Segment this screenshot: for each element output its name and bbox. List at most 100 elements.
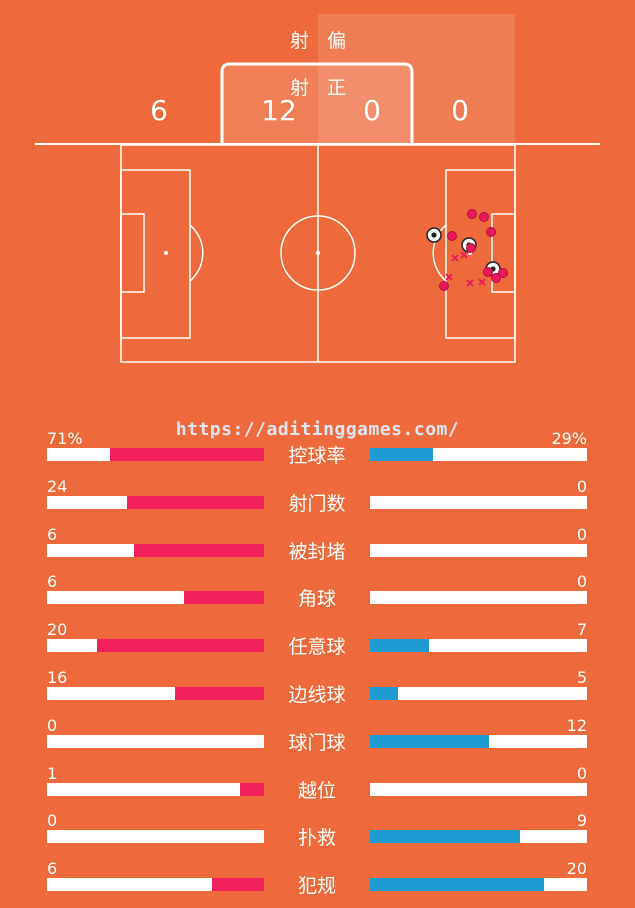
away-stat-value: 12 [566,715,587,735]
away-stat-bar [370,591,587,605]
off-target-zone [318,14,515,144]
home-stat-value: 6 [47,859,58,879]
goal-frame [220,62,414,144]
home-stat-bar [47,591,264,605]
stat-row: 0 9 扑救 [0,812,635,860]
home-stat-bar [47,639,264,653]
home-stat-value: 24 [47,476,68,496]
stat-row: 20 7 任意球 [0,621,635,669]
home-stat-fill [109,448,264,461]
home-stat-value: 1 [47,763,58,783]
away-stat-value: 0 [576,572,587,592]
home-stat-value: 0 [47,811,58,831]
home-stat-value: 16 [47,668,68,687]
stat-row: 24 0 射门数 [0,476,635,526]
penalty-spot-left [164,251,168,255]
shot-dot [467,209,477,219]
stat-label: 犯规 [297,875,336,898]
shot-cross [460,251,468,259]
home-stat-fill [133,543,264,557]
home-stat-fill [240,782,264,796]
away-stat-value: 7 [576,620,587,640]
home-stat-value: 20 [47,620,68,640]
stat-label: 控球率 [288,445,346,467]
home-stat-bar [47,734,264,748]
stat-row: 6 20 犯规 [0,860,635,908]
away-stat-value: 0 [576,476,587,496]
stat-label: 射门数 [288,492,346,515]
away-stat-fill [370,639,429,653]
stat-row: 0 12 球门球 [0,715,635,765]
pitch-graphic [35,14,600,363]
away-stat-value: 20 [566,859,587,879]
home-stat-bar [47,782,264,796]
stat-row: 6 0 被封堵 [0,524,635,574]
away-stat-bar [370,830,587,844]
home-stat-value: 71% [47,429,83,448]
away-on-target-count: 0 [363,94,381,127]
ball-patch [431,232,437,238]
home-stat-fill [183,591,264,605]
home-stat-value: 6 [47,524,58,544]
away-stat-fill [370,830,520,844]
shot-dot [498,268,508,278]
home-stat-bar [47,448,264,461]
shot-cross [445,273,453,281]
stat-label: 角球 [297,588,336,611]
away-stat-fill [370,734,490,748]
away-stat-bar [370,495,587,509]
away-stat-bar [370,782,587,796]
off-target-label-2: 偏 [327,30,347,52]
home-stat-bar [47,495,264,509]
watermark-link[interactable]: https://aditinggames.com/ [175,419,460,440]
on-target-label-2: 正 [327,77,347,99]
away-stat-fill [370,878,544,892]
home-stat-fill [211,878,264,892]
away-stat-value: 0 [576,763,587,783]
stat-label: 被封堵 [288,540,346,563]
shot-cross [451,254,459,262]
home-stat-value: 6 [47,572,58,592]
away-stat-fill [370,448,433,461]
away-stat-bar [370,687,587,700]
off-target-label-1: 射 [290,30,310,52]
shot-dot [466,243,476,253]
stat-label: 球门球 [288,731,346,754]
home-stat-fill [175,687,264,700]
away-stat-fill [370,687,399,700]
away-stat-bar [370,878,587,892]
away-stat-bar [370,448,587,461]
home-stat-bar [47,687,264,700]
stat-label: 越位 [297,779,336,802]
shot-cross [478,278,486,286]
away-stat-value: 5 [576,668,587,687]
home-stat-bar [47,878,264,892]
stat-row: 16 5 边线球 [0,669,635,717]
stat-row: 71% 29% 控球率 [0,430,635,478]
stat-row: 6 0 角球 [0,573,635,621]
home-stat-bar [47,830,264,844]
shot-dot [479,212,489,222]
home-stat-bar [47,543,264,557]
away-stat-value: 9 [576,811,587,831]
shot-dot [483,267,493,277]
home-stat-fill [96,639,264,653]
home-on-target-count: 12 [261,94,297,127]
stat-label: 任意球 [288,636,346,659]
shot-cross [466,279,474,287]
away-stat-bar [370,734,587,748]
shot-dot [439,281,449,291]
away-stat-bar [370,639,587,653]
on-target-label-1: 射 [290,77,310,99]
shot-dot [486,227,496,237]
stat-row: 1 0 越位 [0,763,635,813]
home-off-target-count: 6 [150,94,168,127]
center-spot [316,251,320,255]
stat-label: 扑救 [297,827,336,850]
home-stat-value: 0 [47,715,58,735]
stat-label: 边线球 [288,684,346,706]
home-stat-fill [127,495,264,509]
goal-frame-fill [222,64,412,144]
away-stat-bar [370,543,587,557]
shot-dot [491,273,501,283]
